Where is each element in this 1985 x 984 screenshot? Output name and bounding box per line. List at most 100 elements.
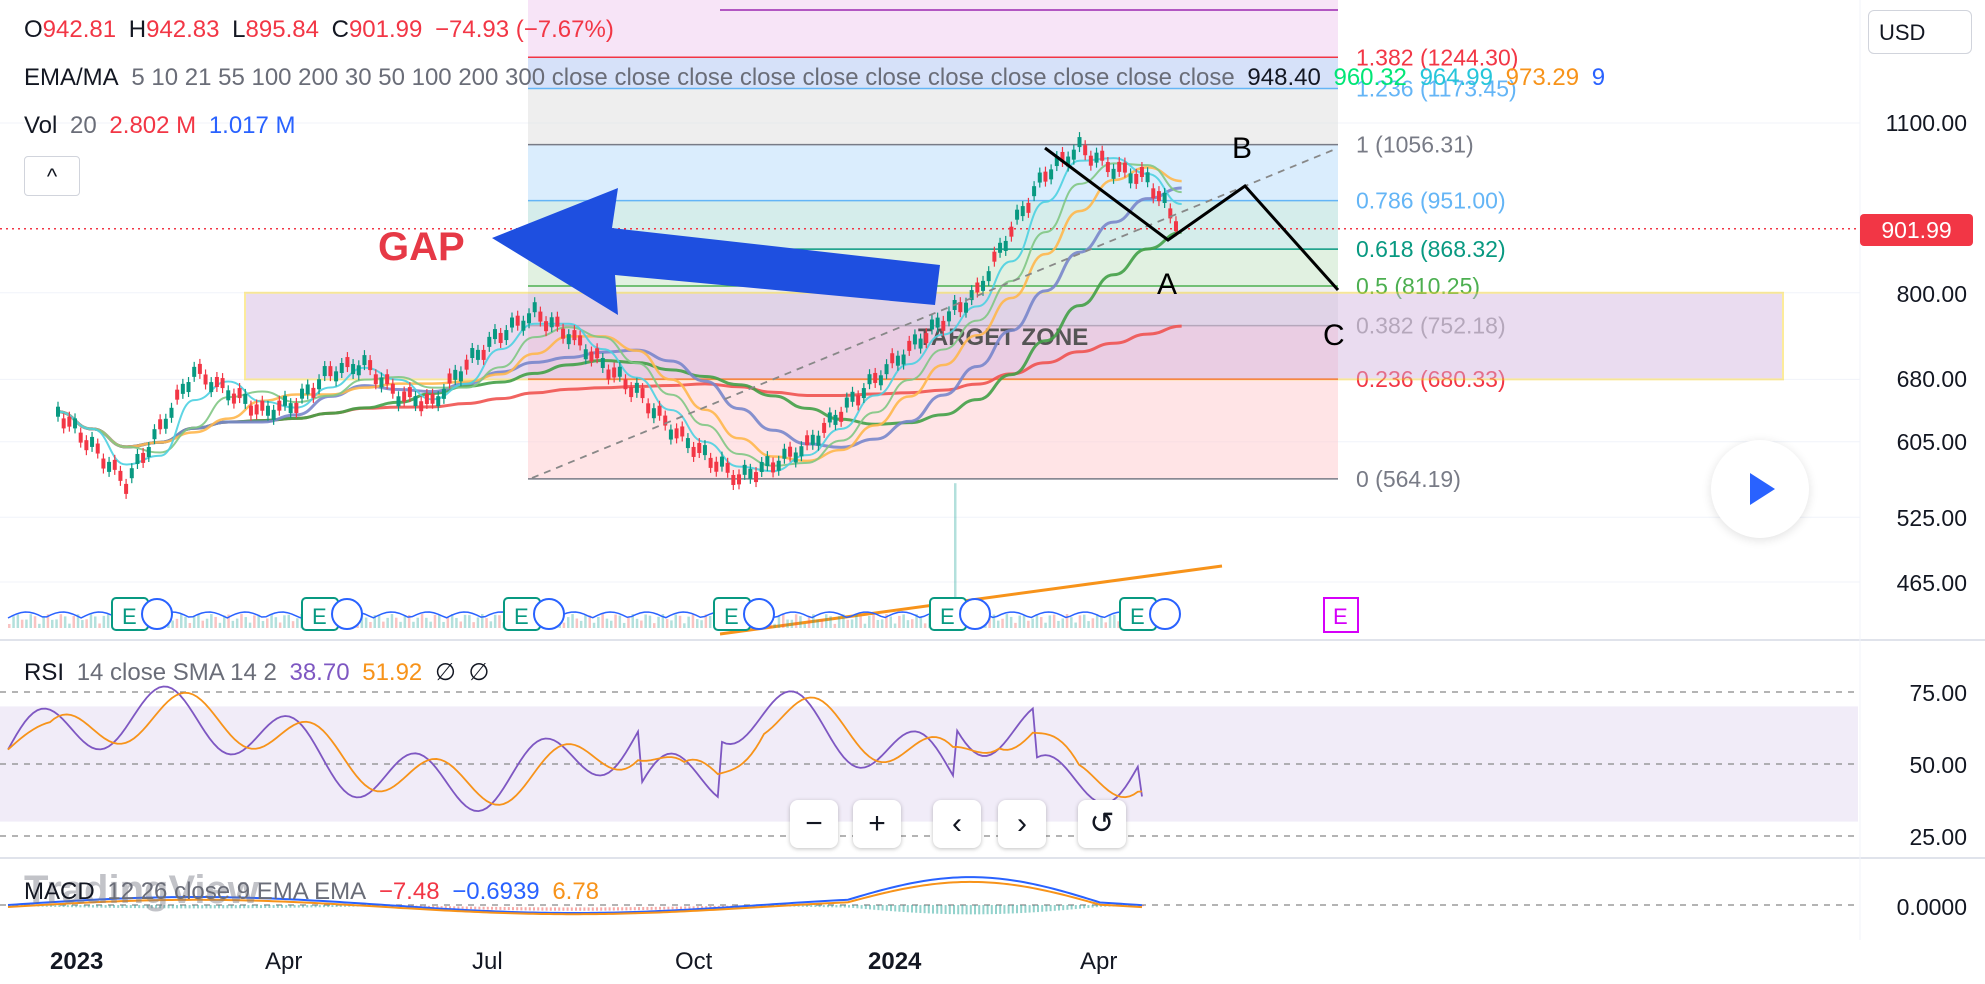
macd-histogram-bar [45, 905, 48, 907]
candle-body [964, 302, 968, 313]
macd-histogram-bar [1142, 905, 1144, 907]
macd-histogram-bar [436, 905, 439, 908]
candle-body [124, 483, 129, 494]
macd-histogram-bar [587, 907, 590, 911]
volume-bar [911, 619, 914, 628]
macd-histogram-bar [428, 905, 430, 908]
candle-body [379, 377, 384, 388]
time-axis-label: Apr [1080, 948, 1118, 975]
macd-histogram-bar [957, 905, 960, 915]
vol-label: Vol [24, 112, 58, 139]
macd-histogram-bar [541, 907, 544, 911]
candle-body [214, 376, 219, 387]
macd-histogram-bar [327, 905, 330, 908]
macd-histogram-bar [285, 905, 288, 908]
scroll-right-button[interactable]: › [998, 800, 1046, 848]
volume-bar [786, 619, 789, 628]
ohlc-legend: O942.81 H942.83 L895.84 C901.99 −74.93 (… [24, 16, 620, 44]
volume-bar [597, 616, 600, 628]
macd-histogram-bar [264, 905, 267, 909]
macd-histogram-bar [293, 905, 296, 908]
candle-body [861, 388, 866, 399]
candle-body [912, 334, 917, 345]
ema-label: EMA/MA [24, 64, 119, 91]
volume-bar [687, 616, 690, 628]
candle-body [822, 422, 827, 433]
macd-histogram-bar [629, 907, 632, 911]
volume-bar [833, 623, 837, 628]
volume-bar [227, 614, 230, 628]
volume-bar [794, 614, 798, 628]
candle-body [583, 349, 588, 360]
collapse-legend-button[interactable]: ^ [24, 156, 80, 196]
fib-level-label: 1.236 (1173.45) [1356, 76, 1517, 102]
volume-bar [76, 614, 80, 628]
macd-histogram-bar [600, 907, 603, 911]
candle-body [844, 397, 849, 408]
volume-bar [395, 617, 398, 628]
candle-body [504, 330, 509, 341]
volume-bar [812, 614, 815, 628]
macd-histogram-bar [612, 907, 615, 911]
currency-selector[interactable]: USD [1868, 10, 1972, 54]
volume-bar [68, 623, 71, 628]
zoom-out-button[interactable]: − [790, 800, 838, 848]
candle-body [464, 359, 469, 370]
abc-projection-line [1044, 146, 1340, 291]
macd-legend[interactable]: MACD 12 26 close 9 EMA EMA −7.48 −0.6939… [24, 878, 605, 906]
macd-histogram-bar [150, 905, 153, 909]
macd-histogram-bar [1037, 905, 1039, 913]
macd-histogram-bar [79, 905, 82, 908]
candle-body [1100, 150, 1105, 161]
macd-histogram-bar [125, 905, 128, 908]
volume-bar [618, 615, 622, 628]
volume-bar [653, 623, 656, 628]
candle-body [1049, 169, 1054, 180]
macd-histogram-bar [537, 907, 540, 911]
macd-histogram-bar [167, 905, 170, 909]
ema-legend[interactable]: EMA/MA 5 10 21 55 100 200 30 50 100 200 … [24, 64, 1611, 92]
macd-histogram-bar [671, 906, 674, 910]
macd-histogram-bar [1079, 905, 1081, 909]
volume-bar [592, 622, 596, 628]
candle-body [1145, 172, 1150, 183]
macd-histogram-bar [617, 907, 619, 911]
candle-body [799, 446, 804, 457]
reset-chart-button[interactable]: ↺ [1078, 800, 1126, 848]
volume-bar [382, 621, 385, 628]
zoom-in-button[interactable]: + [853, 800, 901, 848]
rsi-legend[interactable]: RSI 14 close SMA 14 2 38.70 51.92 ∅ ∅ [24, 658, 495, 687]
replay-play-button[interactable] [1711, 440, 1809, 538]
candle-body [623, 379, 628, 390]
volume-bar [1117, 621, 1120, 628]
candle-body [549, 317, 554, 328]
candle-body [697, 442, 702, 453]
volume-bar [661, 614, 665, 628]
volume-bar [579, 620, 583, 628]
vol-legend[interactable]: Vol 20 2.802 M 1.017 M [24, 112, 302, 140]
candle-body [1134, 173, 1139, 184]
volume-bar [837, 616, 841, 628]
macd-histogram-bar [969, 905, 972, 915]
volume-bar [627, 616, 630, 628]
macd-histogram-bar [885, 905, 888, 911]
ohlc-close: 901.99 [348, 16, 423, 43]
gap-arrow [492, 188, 940, 315]
volume-bar [498, 615, 501, 628]
volume-bar [915, 614, 918, 628]
macd-histogram-bar [239, 905, 241, 909]
macd-histogram-bar [251, 905, 254, 909]
candle-body [328, 366, 333, 377]
macd-histogram-bar [650, 906, 653, 910]
volume-bar [257, 614, 260, 628]
macd-histogram-bar [318, 905, 321, 908]
scroll-left-button[interactable]: ‹ [933, 800, 981, 848]
candle-body [300, 388, 305, 399]
candle-body [572, 330, 577, 341]
macd-histogram-bar [575, 907, 577, 911]
macd-histogram-bar [995, 905, 997, 915]
macd-histogram-bar [1007, 905, 1010, 914]
macd-histogram-bar [684, 906, 687, 909]
volume-bar [1009, 616, 1013, 628]
